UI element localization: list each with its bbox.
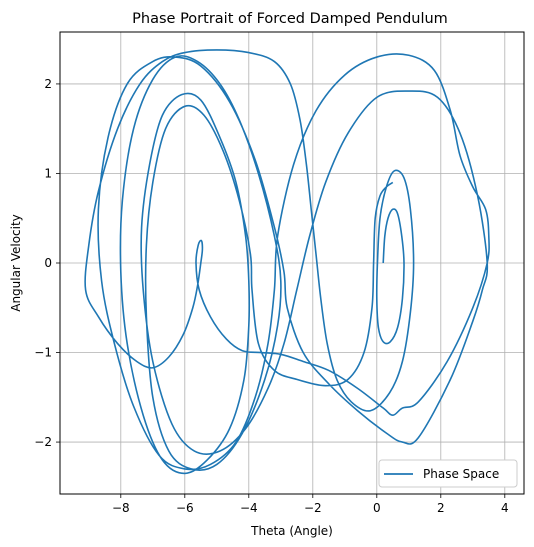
- y-tick-label: 2: [44, 77, 52, 91]
- y-tick-label: 0: [44, 256, 52, 270]
- y-tick-label: −1: [34, 346, 52, 360]
- legend: Phase Space: [378, 459, 518, 488]
- x-tick-label: 4: [501, 501, 509, 515]
- x-tick-label: −4: [240, 501, 258, 515]
- y-axis-label: Angular Velocity: [9, 214, 23, 312]
- x-tick-label: −2: [304, 501, 322, 515]
- series-layer: [84, 49, 490, 475]
- x-tick-label: −8: [112, 501, 130, 515]
- legend-label-phase-space: Phase Space: [423, 467, 499, 481]
- series-line-phase-space: [84, 49, 490, 475]
- x-tick-label: 0: [373, 501, 381, 515]
- x-tick-label: −6: [176, 501, 194, 515]
- y-tick-label: 1: [44, 166, 52, 180]
- x-axis-label: Theta (Angle): [250, 524, 333, 538]
- x-axis-ticks: −8 −6 −4 −2 0 2 4: [112, 494, 509, 515]
- y-axis-ticks: −2 −1 0 1 2: [34, 77, 60, 449]
- legend-box: [378, 459, 518, 488]
- chart-title: Phase Portrait of Forced Damped Pendulum: [132, 11, 448, 27]
- x-tick-label: 2: [437, 501, 445, 515]
- y-tick-label: −2: [34, 435, 52, 449]
